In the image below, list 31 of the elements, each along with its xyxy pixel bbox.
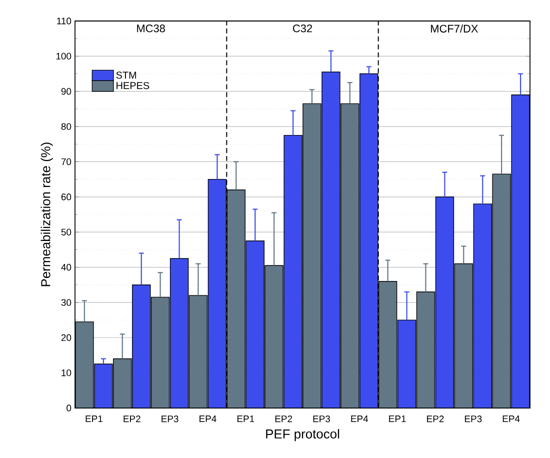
y-tick-label: 20 (61, 334, 72, 341)
legend-label: STM (116, 72, 136, 79)
x-tick-label: EP2 (427, 416, 444, 422)
y-tick-label: 30 (61, 299, 72, 306)
y-tick-label: 110 (57, 18, 72, 24)
x-tick-label: EP3 (313, 416, 330, 422)
x-tick-label: EP1 (389, 416, 406, 422)
y-tick-label: 100 (56, 52, 72, 60)
annotation: MCF7/DX (431, 24, 478, 33)
y-axis-title: Permeabilization rate (%) (40, 142, 53, 286)
y-tick-label: 50 (61, 228, 72, 236)
y-tick-label: 0 (66, 404, 72, 412)
x-tick-label: EP4 (200, 416, 216, 422)
y-tick-label: 40 (61, 264, 72, 271)
x-tick-label: EP2 (124, 416, 140, 422)
annotation: MC38 (137, 24, 165, 32)
y-tick-label: 90 (61, 88, 72, 95)
legend-label: HEPES (116, 82, 150, 90)
x-tick-label: EP4 (502, 416, 520, 422)
y-tick-label: 80 (61, 123, 72, 130)
y-tick-label: 70 (61, 158, 72, 166)
x-tick-label: EP3 (162, 416, 178, 422)
x-tick-label: EP1 (86, 416, 102, 422)
x-tick-label: EP1 (237, 416, 254, 422)
annotation: C32 (293, 24, 312, 32)
y-tick-label: 60 (61, 194, 72, 200)
y-tick-label: 10 (62, 369, 72, 376)
x-tick-label: EP3 (464, 416, 482, 422)
x-tick-label: EP2 (275, 416, 292, 422)
x-axis-title: PEF protocol (266, 429, 340, 442)
x-tick-label: EP4 (351, 416, 368, 422)
